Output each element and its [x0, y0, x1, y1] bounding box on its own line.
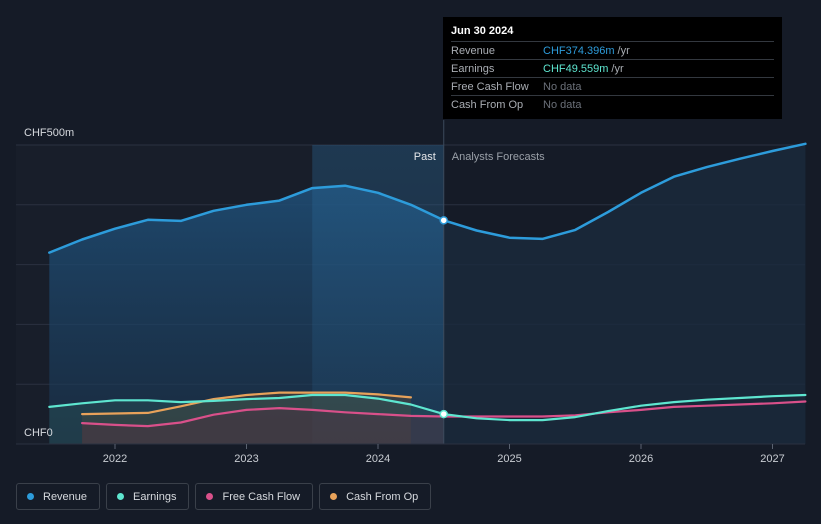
legend-item-free-cash-flow[interactable]: Free Cash Flow	[195, 483, 314, 510]
x-tick-label: 2026	[629, 453, 653, 465]
tooltip-value: No data	[543, 98, 582, 111]
legend-item-cash-from-op[interactable]: Cash From Op	[319, 483, 432, 510]
tooltip-value: No data	[543, 80, 582, 93]
free-cash-flow-area	[82, 408, 444, 444]
legend-dot-icon	[330, 493, 338, 500]
tooltip-date: Jun 30 2024	[451, 25, 514, 37]
earnings-area	[49, 395, 444, 444]
x-tick-label: 2025	[497, 453, 521, 465]
legend-label: Revenue	[43, 490, 88, 503]
legend-item-revenue[interactable]: Revenue	[16, 483, 101, 510]
x-tick-label: 2024	[366, 453, 390, 465]
legend-label: Cash From Op	[346, 490, 419, 503]
y-axis-top-label: CHF500m	[24, 127, 74, 139]
legend-label: Free Cash Flow	[222, 490, 301, 503]
tooltip-row-revenue: Revenue CHF374.396m /yr	[451, 41, 774, 59]
tooltip-row-cash-from-op: Cash From Op No data	[451, 95, 774, 113]
hover-point	[439, 409, 448, 419]
forecast-label: Analysts Forecasts	[452, 151, 545, 163]
tooltip-label: Cash From Op	[451, 98, 524, 111]
x-tick-label: 2022	[103, 453, 127, 465]
y-axis-bottom-label: CHF0	[24, 427, 53, 439]
past-label: Past	[414, 151, 436, 163]
x-tick-label: 2023	[234, 453, 258, 465]
legend: Revenue Earnings Free Cash Flow Cash Fro…	[16, 483, 432, 512]
tooltip: Jun 30 2024 Revenue CHF374.396m /yr Earn…	[443, 17, 782, 119]
cash-from-op-line	[81, 391, 412, 416]
x-tick-label: 2027	[760, 453, 784, 465]
tooltip-value: CHF374.396m	[543, 44, 615, 57]
legend-dot-icon	[27, 493, 34, 500]
earnings-line	[48, 393, 807, 422]
legend-dot-icon	[206, 493, 214, 500]
tooltip-unit: /yr	[611, 62, 624, 75]
legend-dot-icon	[117, 493, 125, 500]
legend-label: Earnings	[133, 490, 177, 503]
tooltip-row-free-cash-flow: Free Cash Flow No data	[451, 77, 774, 95]
tooltip-unit: /yr	[617, 44, 630, 57]
hover-point	[439, 216, 448, 225]
revenue-line	[48, 142, 807, 254]
tooltip-value: CHF49.559m	[543, 62, 609, 75]
tooltip-row-earnings: Earnings CHF49.559m /yr	[451, 59, 774, 77]
cash-from-op-area	[82, 392, 411, 444]
revenue-area-forecast	[443, 143, 806, 445]
tooltip-label: Revenue	[451, 44, 496, 57]
tooltip-label: Free Cash Flow	[451, 80, 529, 93]
legend-item-earnings[interactable]: Earnings	[106, 483, 190, 510]
tooltip-label: Earnings	[451, 62, 495, 75]
